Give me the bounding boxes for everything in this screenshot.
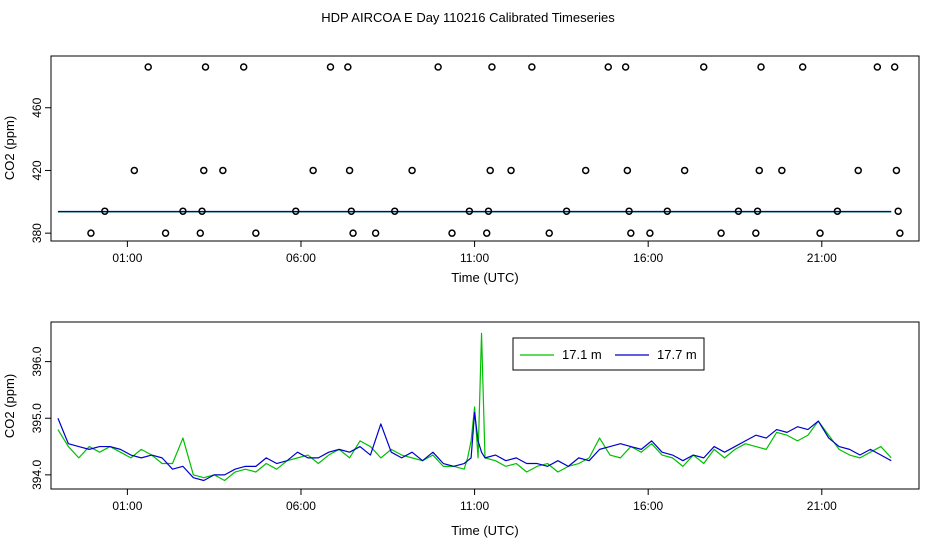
bottom-x-axis-label: Time (UTC) [451,523,518,538]
bottom-x-tick-label: 21:00 [807,499,837,513]
scatter-point [894,207,902,215]
bottom-plot-frame [50,321,920,490]
scatter-point [757,63,765,71]
legend-box [512,337,705,371]
legend-label-17-1m: 17.1 m [562,347,602,362]
scatter-point [663,207,672,215]
top-x-tick-label: 01:00 [112,251,142,265]
scatter-point [627,229,635,237]
scatter-point [734,207,743,215]
top-y-tick-label: 420 [30,160,44,180]
bottom-y-axis-label: CO2 (ppm) [2,374,17,438]
scatter-point [507,166,515,175]
scatter-point [309,166,317,175]
bottom-axis-ticks: 01:00 06:00 11:00 16:00 21:00 394.0 395.0 396.0 [30,346,837,513]
top-x-tick-label: 21:00 [807,251,837,265]
scatter-point [778,166,786,175]
top-x-axis-label: Time (UTC) [451,270,518,285]
bottom-data-lines [57,332,892,482]
top-y-axis-label: CO2 (ppm) [2,116,17,180]
bottom-x-tick-label: 06:00 [286,499,316,513]
scatter-point [545,229,553,237]
scatter-point [144,63,152,71]
scatter-point [345,166,354,175]
scatter-point [371,229,380,237]
bottom-x-tick-label: 16:00 [633,499,663,513]
scatter-point [621,63,630,71]
legend: 17.1 m 17.7 m [512,337,705,371]
scatter-point [390,207,399,215]
top-axis-ticks: 01:00 06:00 11:00 16:00 21:00 380 420 460 [30,97,837,265]
scatter-point [344,63,352,71]
scatter-point [892,166,901,175]
scatter-point [755,166,764,175]
scatter-point [699,63,708,71]
top-data-marks [57,63,904,237]
scatter-point [349,229,357,237]
scatter-point [161,229,170,237]
scatter-point [623,166,632,175]
series-line-17-1m [57,332,892,482]
scatter-point [196,229,205,237]
top-y-tick-label: 380 [30,223,44,243]
scatter-point [581,166,590,175]
scatter-point [486,166,494,175]
scatter-point [347,207,356,215]
top-plot-frame [50,55,920,242]
scatter-point [201,63,210,71]
bottom-x-tick-label: 01:00 [112,499,142,513]
scatter-point [646,229,654,237]
scatter-point [448,229,456,237]
scatter-point [854,166,862,175]
scatter-point [625,207,633,215]
scatter-point [198,207,206,215]
scatter-point [434,63,442,71]
top-x-tick-label: 11:00 [460,251,489,265]
scatter-point [890,63,899,71]
scatter-point [219,166,227,175]
scatter-point [528,63,536,71]
scatter-point [101,207,109,215]
scatter-point [465,207,474,215]
scatter-point [604,63,613,71]
bottom-x-tick-label: 11:00 [460,499,489,513]
scatter-point [798,63,807,71]
scatter-point [179,207,187,215]
scatter-point [816,229,824,237]
bottom-panel: Time (UTC) CO2 (ppm) 01:00 06:00 11:00 16:0… [2,321,920,538]
scatter-point [752,229,760,237]
scatter-point [326,63,335,71]
scatter-point [87,229,95,237]
bottom-y-tick-label: 394.0 [30,460,44,490]
scatter-point [488,63,496,71]
chart-title: HDP AIRCOA E Day 110216 Calibrated Times… [321,10,615,25]
top-x-tick-label: 06:00 [286,251,316,265]
scatter-point [482,229,491,237]
scatter-point [408,166,416,175]
scatter-point [239,63,248,71]
bottom-y-tick-label: 396.0 [30,346,44,376]
scatter-point [717,229,725,237]
scatter-point [130,166,139,175]
scatter-point [562,207,571,215]
bottom-y-tick-label: 395.0 [30,403,44,433]
scatter-point [200,166,208,175]
scatter-point [873,63,882,71]
scatter-point [292,207,300,215]
scatter-point [753,207,762,215]
top-y-tick-label: 460 [30,97,44,117]
series-line-17-7m [57,411,892,482]
top-panel: Time (UTC) CO2 (ppm) 01:00 06:00 11:00 16:0… [2,55,920,285]
legend-label-17-7m: 17.7 m [657,347,697,362]
scatter-point [484,207,493,215]
scatter-point [680,166,689,175]
scatter-point [252,229,260,237]
scatter-point [896,229,904,237]
top-x-tick-label: 16:00 [633,251,663,265]
scatter-point [833,207,842,215]
